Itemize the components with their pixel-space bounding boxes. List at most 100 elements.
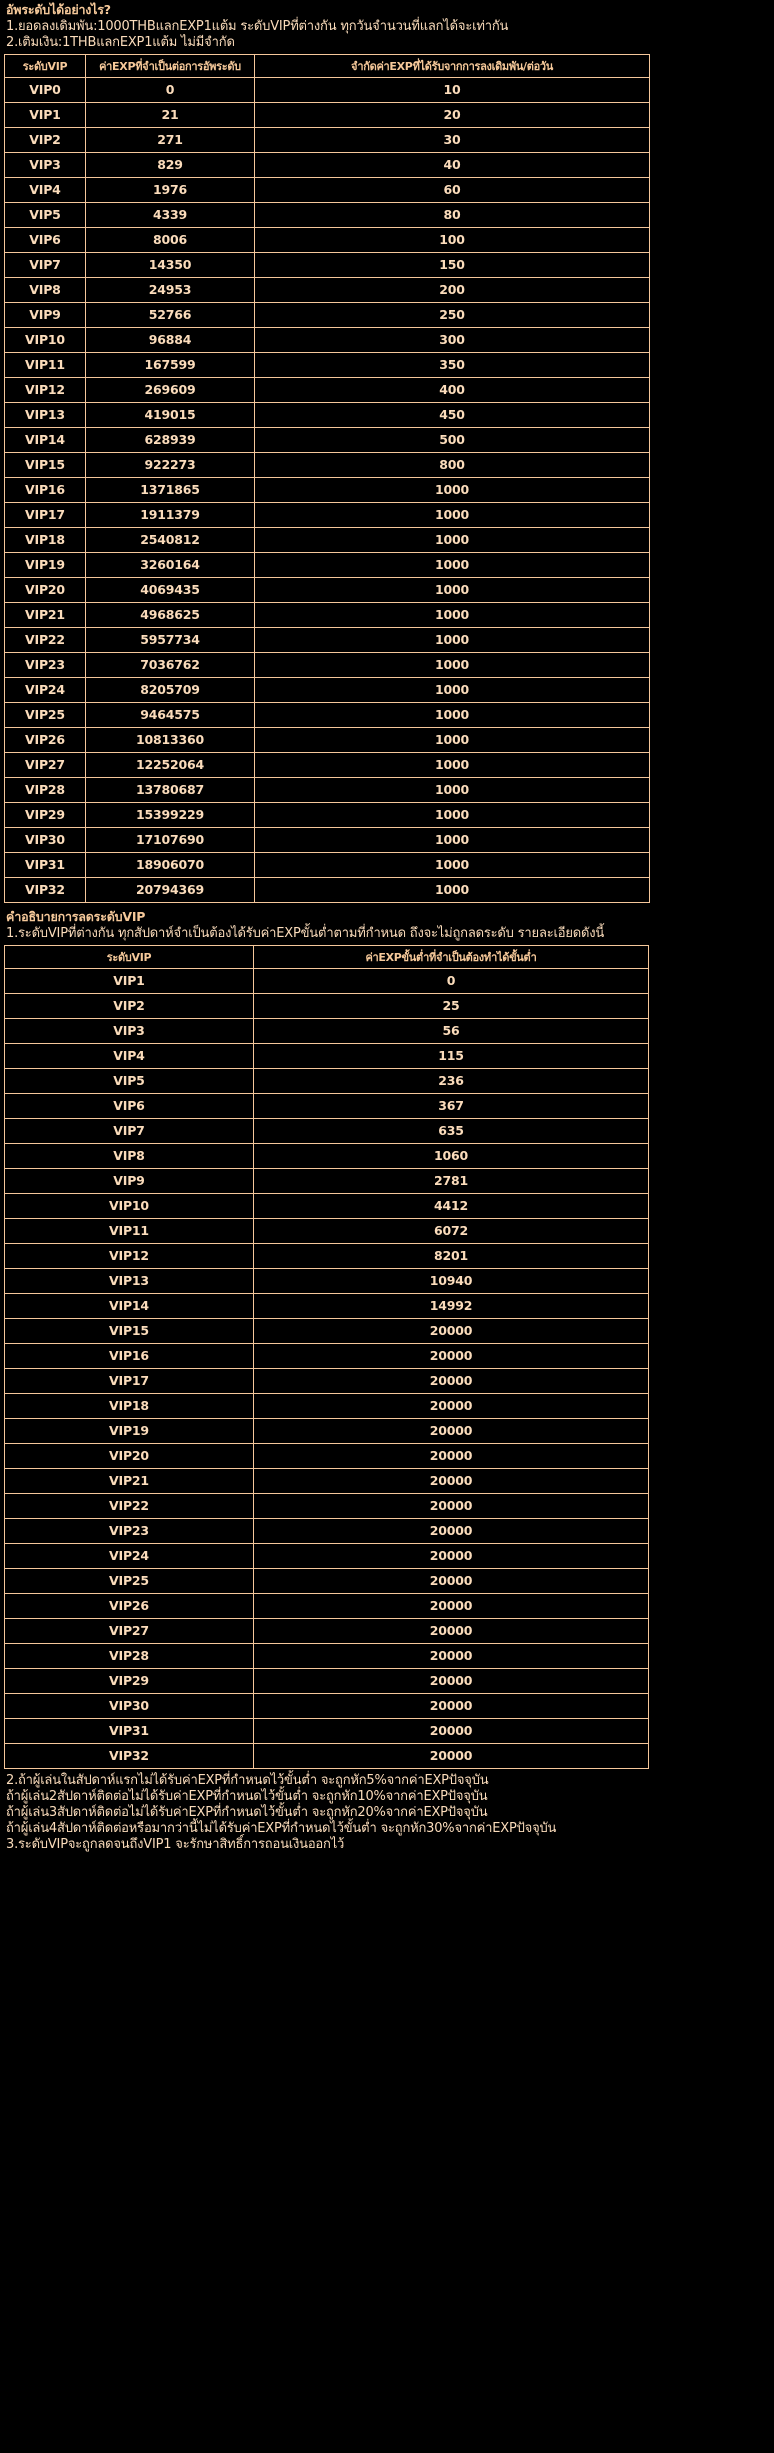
cell-min-exp: 635 (253, 1118, 649, 1144)
cell-vip-level: VIP18 (4, 527, 86, 553)
cell-vip-level: VIP10 (4, 327, 86, 353)
cell-vip-level: VIP17 (4, 1368, 254, 1394)
cell-exp-required: 17107690 (85, 827, 255, 853)
cell-daily-exp-cap: 100 (254, 227, 650, 253)
cell-daily-exp-cap: 20 (254, 102, 650, 128)
table-row: VIP13 10940 (4, 1268, 649, 1294)
cell-vip-level: VIP25 (4, 1568, 254, 1594)
cell-daily-exp-cap: 500 (254, 427, 650, 453)
cell-exp-required: 3260164 (85, 552, 255, 578)
cell-vip-level: VIP10 (4, 1193, 254, 1219)
table-row: VIP23 7036762 1000 (4, 652, 650, 678)
cell-min-exp: 4412 (253, 1193, 649, 1219)
cell-min-exp: 20000 (253, 1318, 649, 1344)
cell-exp-required: 52766 (85, 302, 255, 328)
cell-daily-exp-cap: 300 (254, 327, 650, 353)
column-header-vip-level: ระดับVIP (4, 54, 86, 78)
cell-min-exp: 20000 (253, 1643, 649, 1669)
cell-vip-level: VIP30 (4, 827, 86, 853)
cell-exp-required: 20794369 (85, 877, 255, 903)
cell-vip-level: VIP28 (4, 1643, 254, 1669)
cell-min-exp: 20000 (253, 1493, 649, 1519)
cell-daily-exp-cap: 1000 (254, 477, 650, 503)
table-row: VIP22 20000 (4, 1493, 649, 1519)
table-exp-per-level: ระดับVIP ค่าEXPที่จำเป็นต่อการอัพระดับ จ… (4, 54, 650, 903)
cell-daily-exp-cap: 1000 (254, 877, 650, 903)
cell-vip-level: VIP13 (4, 1268, 254, 1294)
cell-vip-level: VIP16 (4, 477, 86, 503)
cell-vip-level: VIP25 (4, 702, 86, 728)
cell-vip-level: VIP31 (4, 1718, 254, 1744)
cell-vip-level: VIP19 (4, 552, 86, 578)
table-row: VIP19 3260164 1000 (4, 552, 650, 578)
footer-note-4: ถ้าผู้เล่น4สัปดาห์ติดต่อหรือมากว่านี้ไม่… (6, 1821, 557, 1836)
cell-vip-level: VIP4 (4, 1043, 254, 1069)
cell-exp-required: 4339 (85, 202, 255, 228)
cell-min-exp: 20000 (253, 1593, 649, 1619)
table-row: VIP13 419015 450 (4, 402, 650, 428)
cell-exp-required: 4069435 (85, 577, 255, 603)
cell-daily-exp-cap: 1000 (254, 727, 650, 753)
table-row: VIP3 829 40 (4, 152, 650, 178)
cell-daily-exp-cap: 800 (254, 452, 650, 478)
cell-exp-required: 269609 (85, 377, 255, 403)
cell-exp-required: 14350 (85, 252, 255, 278)
cell-vip-level: VIP19 (4, 1418, 254, 1444)
cell-vip-level: VIP23 (4, 1518, 254, 1544)
section-upgrade-heading: อัพระดับได้อย่างไร? (6, 2, 111, 17)
table-row: VIP8 1060 (4, 1143, 649, 1169)
cell-daily-exp-cap: 1000 (254, 627, 650, 653)
cell-vip-level: VIP8 (4, 1143, 254, 1169)
table-row: VIP26 20000 (4, 1593, 649, 1619)
cell-vip-level: VIP28 (4, 777, 86, 803)
cell-daily-exp-cap: 10 (254, 77, 650, 103)
cell-exp-required: 24953 (85, 277, 255, 303)
cell-min-exp: 0 (253, 968, 649, 994)
cell-vip-level: VIP5 (4, 1068, 254, 1094)
cell-min-exp: 20000 (253, 1518, 649, 1544)
cell-daily-exp-cap: 1000 (254, 777, 650, 803)
cell-vip-level: VIP2 (4, 127, 86, 153)
table-row: VIP30 20000 (4, 1693, 649, 1719)
column-header-vip-level: ระดับVIP (4, 945, 254, 969)
table-row: VIP21 20000 (4, 1468, 649, 1494)
cell-min-exp: 8201 (253, 1243, 649, 1269)
table-row: VIP17 20000 (4, 1368, 649, 1394)
table-row: VIP15 922273 800 (4, 452, 650, 478)
table-row: VIP19 20000 (4, 1418, 649, 1444)
cell-vip-level: VIP1 (4, 102, 86, 128)
cell-vip-level: VIP20 (4, 1443, 254, 1469)
cell-vip-level: VIP14 (4, 427, 86, 453)
table-row: VIP14 628939 500 (4, 427, 650, 453)
table-row: VIP0 0 10 (4, 77, 650, 103)
cell-exp-required: 167599 (85, 352, 255, 378)
cell-vip-level: VIP23 (4, 652, 86, 678)
table-row: VIP26 10813360 1000 (4, 727, 650, 753)
cell-exp-required: 829 (85, 152, 255, 178)
cell-daily-exp-cap: 1000 (254, 677, 650, 703)
cell-vip-level: VIP27 (4, 752, 86, 778)
table-row: VIP28 20000 (4, 1643, 649, 1669)
table-row: VIP4 1976 60 (4, 177, 650, 203)
table-row: VIP12 8201 (4, 1243, 649, 1269)
footer-note-1: 2.ถ้าผู้เล่นในสัปดาห์แรกไม่ได้รับค่าEXPท… (6, 1773, 489, 1788)
table-row: VIP1 0 (4, 968, 649, 994)
cell-exp-required: 2540812 (85, 527, 255, 553)
cell-vip-level: VIP7 (4, 252, 86, 278)
cell-vip-level: VIP6 (4, 1093, 254, 1119)
table-row: VIP15 20000 (4, 1318, 649, 1344)
cell-daily-exp-cap: 80 (254, 202, 650, 228)
cell-vip-level: VIP30 (4, 1693, 254, 1719)
cell-vip-level: VIP18 (4, 1393, 254, 1419)
cell-exp-required: 15399229 (85, 802, 255, 828)
cell-exp-required: 7036762 (85, 652, 255, 678)
cell-vip-level: VIP15 (4, 1318, 254, 1344)
cell-vip-level: VIP12 (4, 1243, 254, 1269)
cell-exp-required: 96884 (85, 327, 255, 353)
table-row: VIP32 20794369 1000 (4, 877, 650, 903)
cell-daily-exp-cap: 150 (254, 252, 650, 278)
cell-exp-required: 628939 (85, 427, 255, 453)
table-row: VIP24 8205709 1000 (4, 677, 650, 703)
table-row: VIP20 20000 (4, 1443, 649, 1469)
table-row: VIP31 20000 (4, 1718, 649, 1744)
